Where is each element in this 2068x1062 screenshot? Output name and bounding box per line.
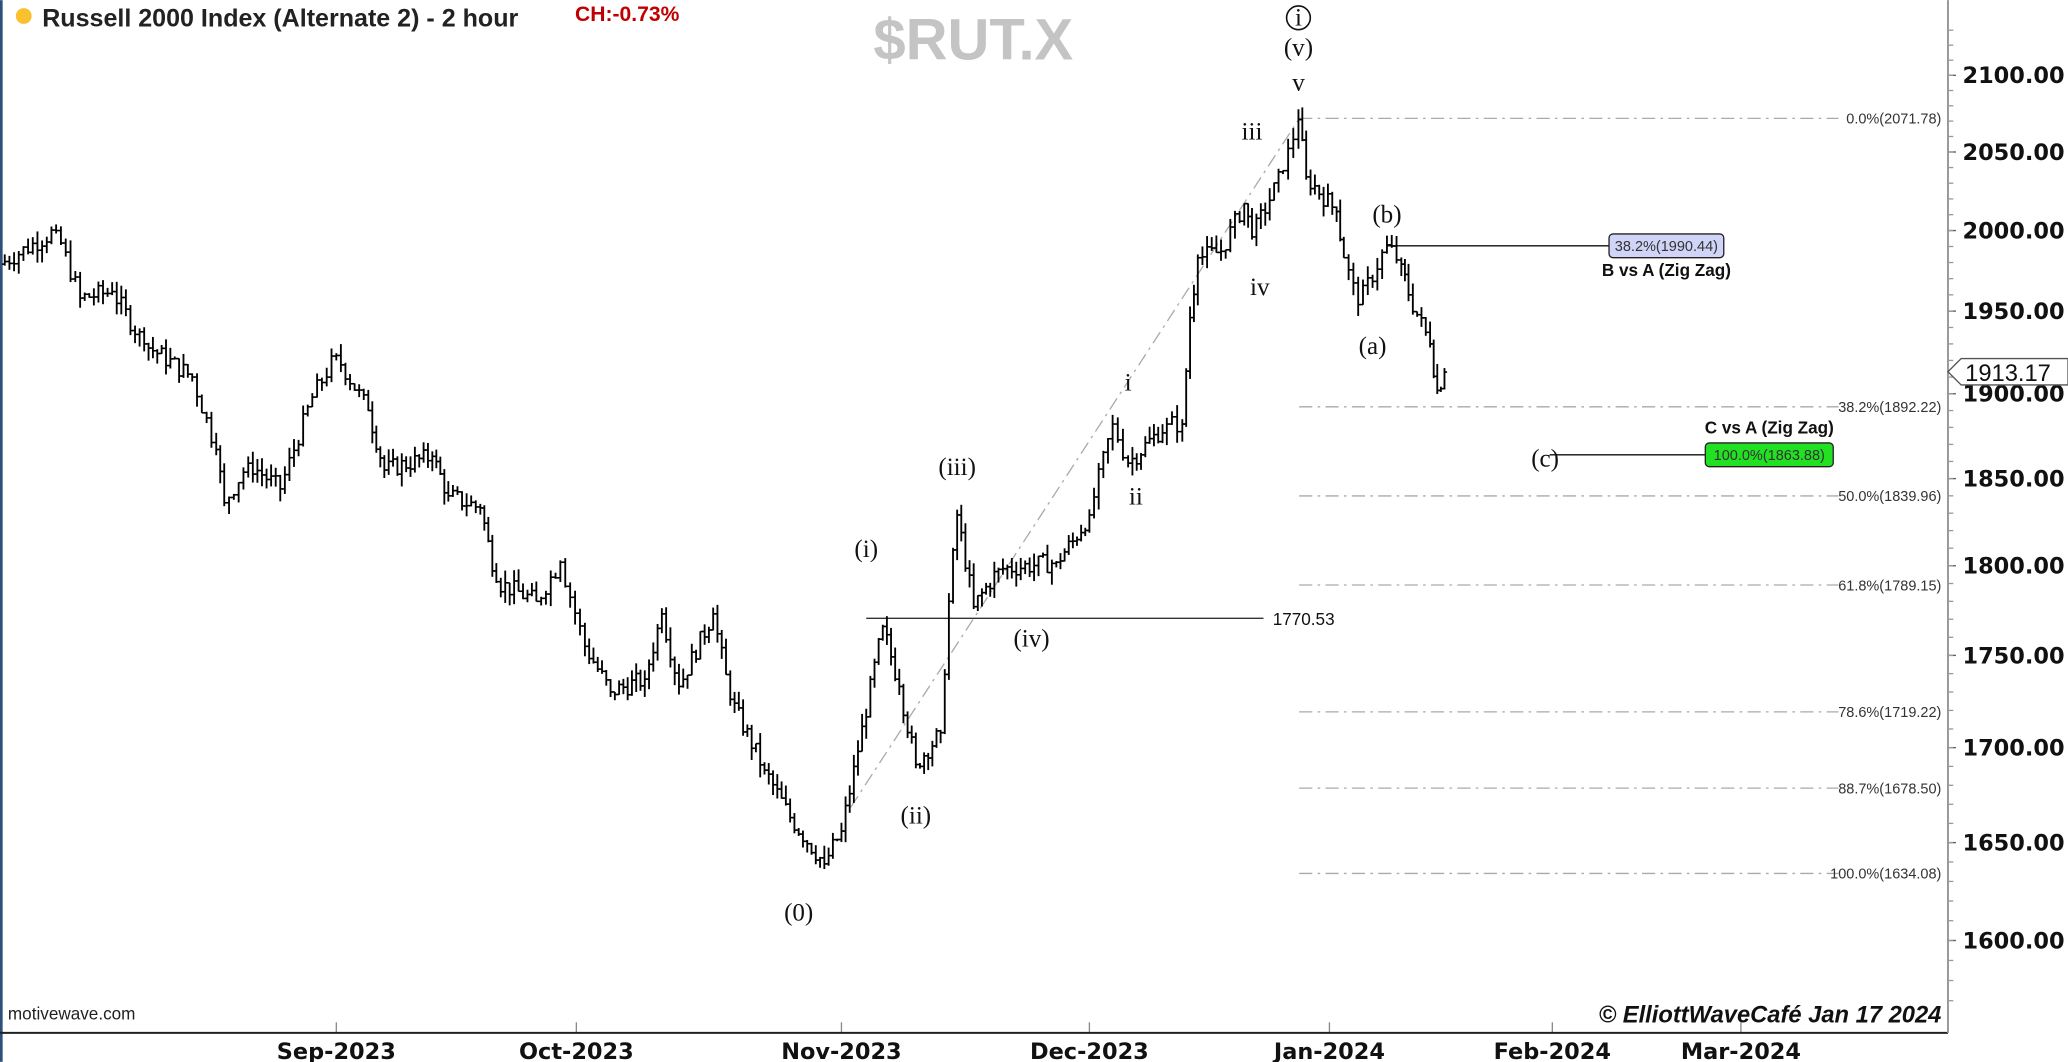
wave-label: (0) <box>784 900 813 927</box>
level-label: 1770.53 <box>1273 609 1335 629</box>
ohlc-bar <box>567 582 573 608</box>
last-price-tag <box>1947 357 2068 386</box>
x-tick-label: Oct-2023 <box>519 1039 634 1062</box>
projection-box-label: 100.0%(1863.88) <box>1714 448 1825 464</box>
wave-circle <box>1285 5 1312 31</box>
fib-label: 88.7%(1678.50) <box>1838 781 1941 797</box>
fib-label: 38.2%(1892.22) <box>1838 400 1941 416</box>
fib-label: 61.8%(1789.15) <box>1838 578 1941 594</box>
ohlc-bar <box>1174 405 1180 443</box>
change-percent: CH:-0.73% <box>575 3 680 26</box>
y-tick-label: 1600.00 <box>1962 928 2064 954</box>
ohlc-bar <box>1109 414 1116 451</box>
wave-label: ii <box>1129 484 1143 511</box>
ohlc-bar <box>577 608 583 636</box>
x-tick-label: Dec-2023 <box>1030 1039 1149 1062</box>
wave-label: i <box>1295 5 1302 32</box>
x-tick-label: Sep-2023 <box>277 1039 396 1062</box>
ohlc-bar <box>1285 138 1291 180</box>
wave-label: i <box>1125 369 1132 396</box>
x-tick-label: Jan-2024 <box>1272 1039 1385 1062</box>
source-label[interactable]: motivewave.com <box>8 1004 136 1024</box>
y-tick-label: 1800.00 <box>1962 554 2064 580</box>
copyright-label: © ElliottWaveCafé Jan 17 2024 <box>1599 1002 1942 1028</box>
wave-label: (b) <box>1372 202 1401 229</box>
wave-label: (i) <box>854 536 878 563</box>
x-axis[interactable]: Sep-2023 Oct-2023 Nov-2023 Dec-2023 Jan-2024… <box>277 1039 1801 1062</box>
wave-label: (v) <box>1284 35 1313 62</box>
wave-label: (iii) <box>938 454 976 481</box>
ohlc-bar <box>1280 169 1286 175</box>
x-tick-label: Nov-2023 <box>781 1039 901 1062</box>
ohlc-bar <box>1164 417 1170 446</box>
y-tick-label: 1900.00 <box>1962 382 2064 408</box>
wave-label: iii <box>1242 119 1263 146</box>
ohlc-bar <box>557 560 563 582</box>
ohlc-bar <box>562 558 568 588</box>
y-tick-label: 2000.00 <box>1962 218 2064 244</box>
y-tick-label: 1700.00 <box>1962 736 2064 762</box>
projection-title: C vs A (Zig Zag) <box>1705 418 1834 438</box>
x-tick-label: Feb-2024 <box>1494 1039 1611 1062</box>
projection-title: B vs A (Zig Zag) <box>1602 260 1731 280</box>
chart-title: Russell 2000 Index (Alternate 2) - 2 hou… <box>42 5 518 33</box>
y-axis[interactable]: 2100.00 2050.00 2000.00 1950.00 1900.00 1850.… <box>1947 29 2068 1002</box>
ohlc-bar <box>1290 128 1296 158</box>
fib-label: 78.6%(1719.22) <box>1838 705 1941 721</box>
wave-trend-line <box>850 118 1300 808</box>
y-tick-label: 2100.00 <box>1962 63 2064 89</box>
x-tick-label: Mar-2024 <box>1681 1039 1801 1062</box>
wave-label: (iv) <box>1013 625 1049 652</box>
price-bars <box>2 107 1448 870</box>
last-price-label: 1913.17 <box>1965 361 2051 387</box>
fib-label: 0.0%(2071.78) <box>1846 112 1941 128</box>
fib-label: 50.0%(1839.96) <box>1838 489 1941 505</box>
projection-box <box>1608 233 1725 259</box>
y-tick-label: 1850.00 <box>1962 467 2064 493</box>
wave-label: (ii) <box>901 802 932 829</box>
ohlc-bar <box>1169 411 1175 425</box>
ohlc-bar <box>572 590 578 625</box>
y-tick-label: 1650.00 <box>1962 831 2064 857</box>
y-tick-label: 1950.00 <box>1962 299 2064 325</box>
projection-box-label: 38.2%(1990.44) <box>1615 239 1718 255</box>
symbol-watermark: $RUT.X <box>873 8 1073 73</box>
ohlc-bar <box>1120 428 1126 461</box>
fib-label: 100.0%(1634.08) <box>1830 867 1941 883</box>
left-frame <box>0 0 3 1062</box>
ohlc-bar <box>1441 368 1448 390</box>
wave-label: v <box>1292 70 1305 97</box>
y-tick-label: 2050.00 <box>1962 140 2064 166</box>
projection-box <box>1704 442 1834 468</box>
wave-label: (c) <box>1531 446 1559 473</box>
status-dot-icon <box>15 8 32 24</box>
wave-label: iv <box>1250 274 1270 301</box>
y-tick-label: 1750.00 <box>1962 643 2064 669</box>
ohlc-bar <box>1115 417 1121 443</box>
wave-label: (a) <box>1359 333 1387 360</box>
